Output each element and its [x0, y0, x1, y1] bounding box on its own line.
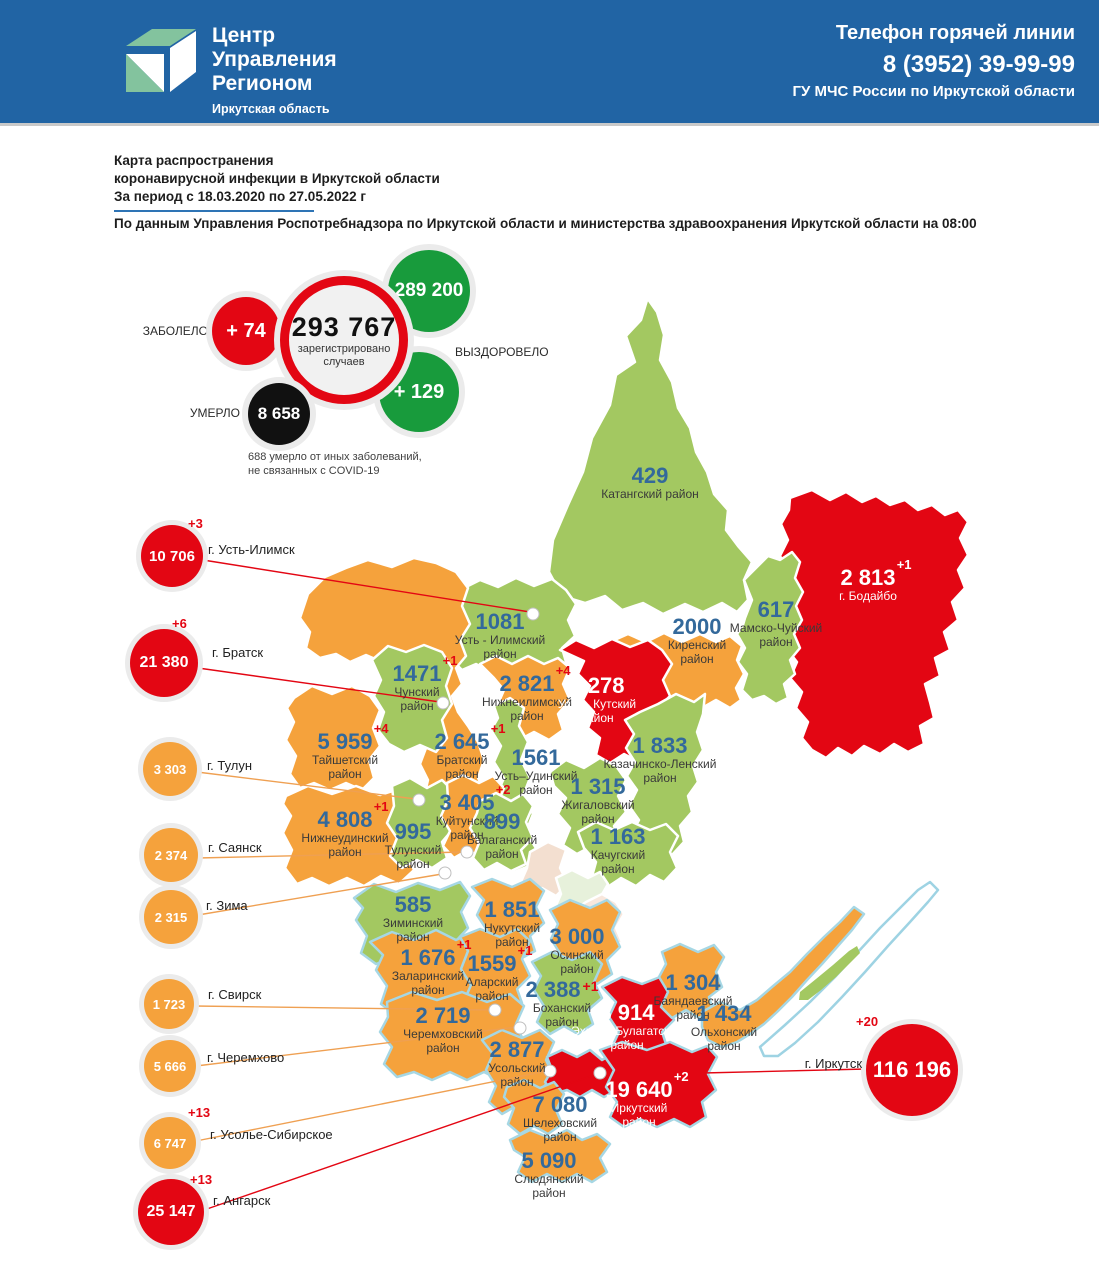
header-bar: Центр Управления Регионом Иркутская обла… — [0, 0, 1099, 126]
logo-subtitle: Иркутская область — [212, 102, 330, 116]
cur-logo-icon — [126, 29, 196, 92]
leader-line-irkutsk — [702, 1068, 867, 1074]
hotline-org: ГУ МЧС России по Иркутской области — [792, 83, 1075, 100]
registered-value: 293 767 — [291, 311, 397, 342]
hotline-title: Телефон горячей линии — [835, 22, 1075, 44]
leader-line-tulun — [196, 771, 417, 800]
hotline-block: Телефон горячей линии 8 (3952) 39-99-99 … — [793, 22, 1075, 100]
region-mamsko-chuisky — [735, 550, 805, 706]
leader-line-sayansk — [197, 851, 465, 859]
registered-caption: зарегистрировано случаев — [297, 342, 391, 368]
title-line1: Карта распространения — [114, 153, 274, 168]
region-bodaibo — [778, 488, 970, 760]
city-marker-tulun — [412, 793, 426, 807]
leader-line-svirsk — [193, 1005, 493, 1011]
hotline-phone: 8 (3952) 39-99-99 — [882, 51, 1075, 78]
leader-line-angarsk — [203, 1073, 598, 1211]
recovered-delta-value: + 129 — [393, 380, 445, 403]
leader-line-zima — [197, 873, 443, 916]
died-value: 8 658 — [257, 404, 301, 423]
region-irkutsky — [598, 1040, 719, 1129]
sick-delta-value: + 74 — [226, 319, 266, 342]
city-marker-usolye — [543, 1064, 557, 1078]
died-circle: 8 658 — [248, 383, 310, 445]
region-slyudyansky — [508, 1128, 612, 1184]
region-balagansky — [468, 791, 535, 873]
olkhon-island — [799, 946, 860, 1000]
data-source-line: По данным Управления Роспотребнадзора по… — [114, 216, 977, 231]
leader-line-cheremkhovo — [195, 1026, 518, 1067]
region-tulunsky — [385, 776, 456, 870]
region-olkhonsky — [700, 905, 866, 1049]
city-marker-cheremkhovo — [513, 1021, 527, 1035]
leader-line-usolye-sibirskoye — [195, 1070, 548, 1142]
logo-title-line3: Регионом — [212, 72, 313, 95]
recovered-circle: 289 200 — [388, 250, 470, 332]
logo-title-line2: Управления — [212, 48, 337, 71]
region-shelekhovsky — [502, 1078, 566, 1136]
lake-baikal — [758, 880, 940, 1058]
map-title: Карта распространения коронавирусной инф… — [114, 152, 440, 206]
city-marker-sayansk — [460, 845, 474, 859]
region-katangsky — [547, 285, 754, 616]
city-marker-svirsk — [488, 1003, 502, 1017]
callout-lines — [193, 559, 867, 1211]
sick-delta-circle: + 74 — [212, 297, 280, 365]
city-marker-ust-ilimsk — [526, 607, 540, 621]
recovered-label: ВЫЗДОРОВЕЛО — [455, 345, 549, 359]
died-label: УМЕРЛО — [189, 406, 240, 420]
region-bokhansky — [530, 950, 604, 1036]
city-marker-bratsk — [436, 696, 450, 710]
logo-text: Центр Управления Регионом Иркутская обла… — [212, 24, 337, 116]
leader-line-ust-ilimsk — [202, 559, 531, 613]
sick-label: ЗАБОЛЕЛО — [142, 324, 208, 338]
city-marker-zima — [438, 866, 452, 880]
recovered-value: 289 200 — [394, 280, 464, 301]
title-line3: За период с 18.03.2020 по 27.05.2022 г — [114, 189, 366, 204]
title-underline — [114, 210, 314, 212]
registered-circle: 293 767 зарегистрировано случаев — [280, 276, 408, 404]
leader-line-bratsk — [197, 667, 441, 703]
logo-title-line1: Центр — [212, 24, 276, 47]
died-note: 688 умерло от иных заболеваний, не связа… — [248, 451, 422, 477]
title-line2: коронавирусной инфекции в Иркутской обла… — [114, 171, 440, 186]
city-marker-angarsk — [593, 1066, 607, 1080]
region-taishetsky — [284, 684, 382, 792]
